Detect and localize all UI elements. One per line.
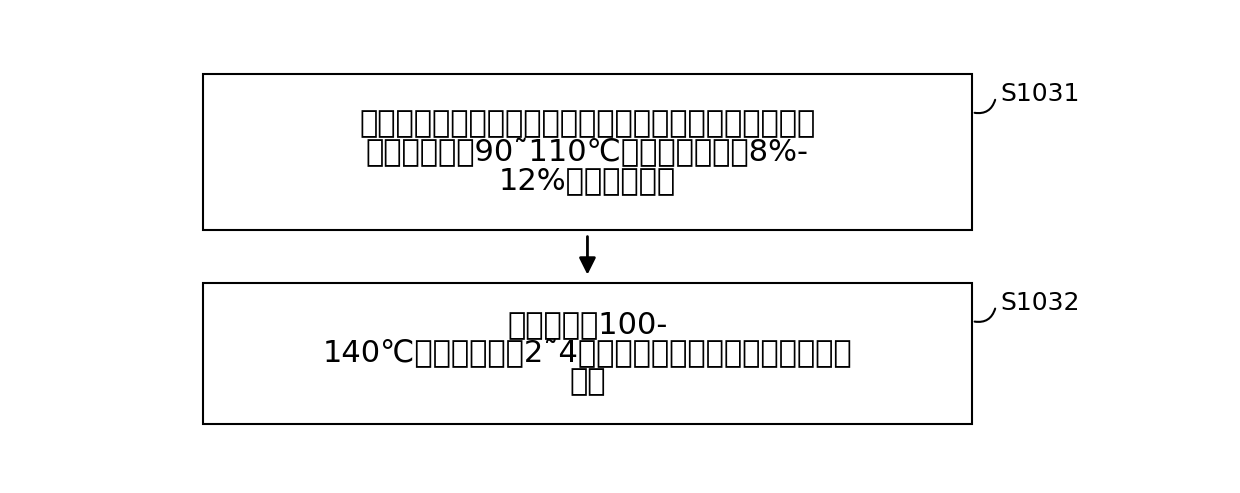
- Text: 向混合均匀后的碳化琉颗粒中添加磷酸二氢锹，加入去离: 向混合均匀后的碳化琉颗粒中添加磷酸二氢锹，加入去离: [360, 109, 816, 138]
- Text: 子水，加热至90˜110℃，混捌至湿度为8%-: 子水，加热至90˜110℃，混捌至湿度为8%-: [366, 138, 808, 167]
- FancyBboxPatch shape: [203, 74, 972, 230]
- Text: 12%，得到混合料: 12%，得到混合料: [498, 166, 676, 195]
- Text: 140℃的温度下烘干2˜4小时，经造粒机造粒过筛，得到造: 140℃的温度下烘干2˜4小时，经造粒机造粒过筛，得到造: [322, 339, 852, 368]
- Text: S1032: S1032: [1001, 291, 1080, 315]
- FancyBboxPatch shape: [203, 283, 972, 423]
- Text: 将混合料在100-: 将混合料在100-: [507, 311, 667, 339]
- Text: S1031: S1031: [1001, 82, 1080, 106]
- Text: 粒粉: 粒粉: [569, 367, 605, 396]
